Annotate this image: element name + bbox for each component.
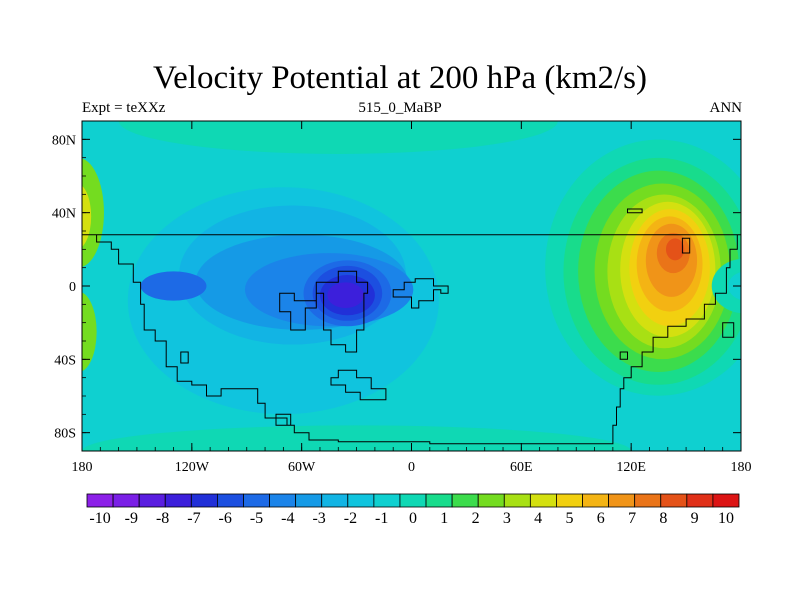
colorbar-swatch	[399, 493, 427, 508]
colorbar-label: 5	[565, 510, 573, 527]
x-tick-label: 60W	[288, 460, 316, 475]
contour-field	[82, 121, 741, 451]
colorbar-label: -1	[375, 510, 388, 527]
colorbar-label: -10	[89, 510, 110, 527]
colorbar-swatch	[138, 493, 166, 508]
colorbar-swatch	[477, 493, 505, 508]
west-edge-high-n2	[82, 185, 92, 247]
chart-title: Velocity Potential at 200 hPa (km2/s)	[152, 60, 648, 96]
colorbar-label: 2	[472, 510, 480, 527]
colorbar-swatch	[347, 493, 375, 508]
coastline	[82, 208, 741, 445]
colorbar-swatch	[86, 493, 114, 508]
colorbar-swatch	[451, 493, 479, 508]
south-band	[82, 425, 632, 451]
pos-ring-11	[665, 238, 685, 261]
right-string: ANN	[709, 100, 743, 116]
colorbar-swatch	[321, 493, 349, 508]
colorbar-swatch	[269, 493, 297, 508]
colorbar-label: 1	[440, 510, 448, 527]
neg-core-4	[327, 282, 364, 308]
colorbar-label: 6	[597, 510, 605, 527]
colorbar-swatch	[608, 493, 636, 508]
colorbar-label: -6	[219, 510, 232, 527]
x-tick-label: 120W	[175, 460, 210, 475]
east-edge-low	[711, 258, 741, 314]
y-tick-label: 40N	[52, 207, 76, 222]
colorbar-label: -5	[250, 510, 263, 527]
colorbar-label: 8	[659, 510, 667, 527]
colorbar-swatch	[425, 493, 453, 508]
north-band	[118, 121, 558, 154]
y-tick-label: 40S	[54, 353, 76, 368]
colorbar-label: 0	[409, 510, 417, 527]
x-tick-label: 180	[731, 460, 752, 475]
colorbar-swatch	[373, 493, 401, 508]
neg-west-lobe	[140, 271, 207, 301]
colorbar-swatch	[660, 493, 688, 508]
colorbar-label: -4	[281, 510, 294, 527]
colorbar-label: 4	[534, 510, 542, 527]
colorbar-swatch	[112, 493, 140, 508]
colorbar-swatch	[712, 493, 740, 508]
x-tick-label: 120E	[616, 460, 646, 475]
colorbar-swatch	[295, 493, 323, 508]
colorbar-swatch	[164, 493, 192, 508]
colorbar-label: -3	[312, 510, 325, 527]
colorbar-label: 9	[691, 510, 699, 527]
y-tick-label: 80S	[54, 427, 76, 442]
colorbar-swatch	[556, 493, 583, 508]
colorbar-label: -7	[187, 510, 200, 527]
y-tick-label: 0	[69, 280, 76, 295]
west-edge-high-s	[82, 292, 97, 372]
colorbar-label: -9	[125, 510, 138, 527]
colorbar-swatch	[582, 493, 610, 508]
x-tick-label: 180	[72, 460, 93, 475]
colorbar-swatch	[529, 493, 557, 508]
colorbar-label: 7	[628, 510, 636, 527]
colorbar: -10 -9 -8 -7 -6 -5 -4 -3 -2 -1 0 1 2 3 4 5 6 7 8 9 10	[86, 493, 740, 527]
colorbar-swatch	[686, 493, 714, 508]
center-string: 515_0_MaBP	[358, 100, 442, 116]
left-string: Expt = teXXz	[82, 100, 166, 116]
colorbar-label: -8	[156, 510, 169, 527]
colorbar-swatch	[634, 493, 662, 508]
y-tick-label: 80N	[52, 133, 76, 148]
colorbar-label: 10	[718, 510, 734, 527]
x-tick-label: 0	[408, 460, 415, 475]
colorbar-label: -2	[344, 510, 357, 527]
colorbar-swatch	[243, 493, 270, 508]
colorbar-swatch	[503, 493, 531, 508]
colorbar-label: 3	[503, 510, 511, 527]
colorbar-swatch	[190, 493, 218, 508]
west-edge-high-n	[82, 158, 104, 267]
x-tick-label: 60E	[510, 460, 533, 475]
colorbar-swatch	[216, 493, 244, 508]
